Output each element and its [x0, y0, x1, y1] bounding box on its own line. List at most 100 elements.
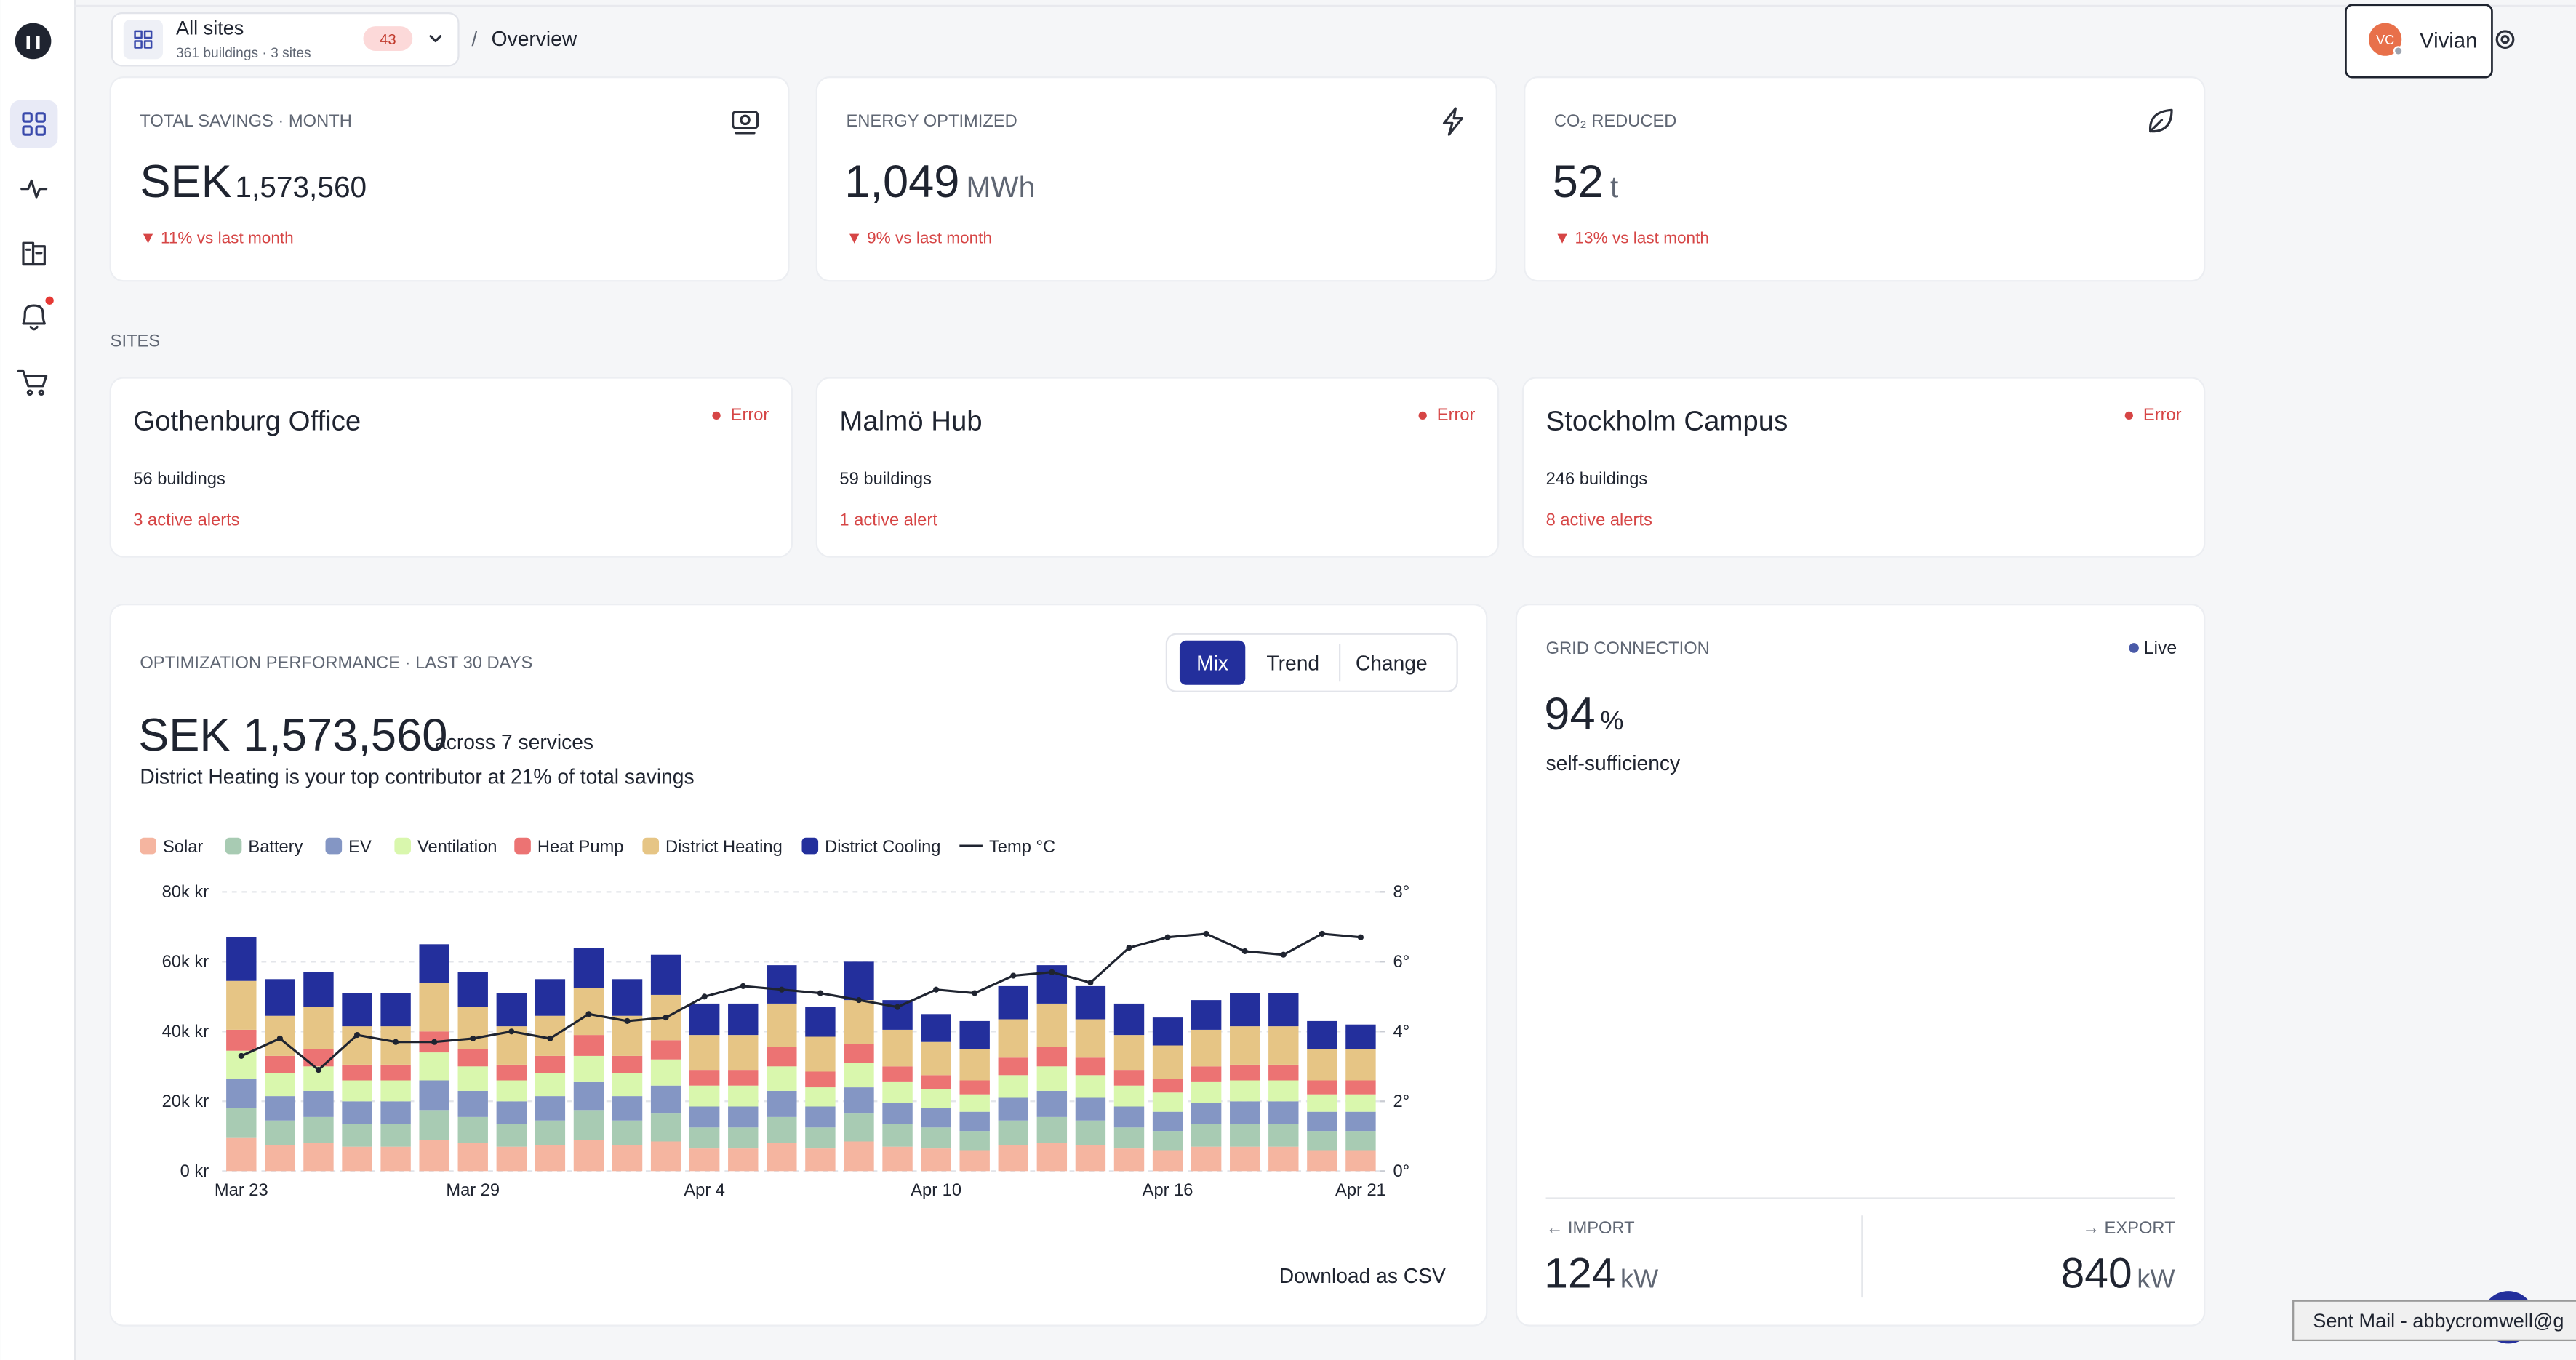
bar-segment — [767, 1143, 797, 1172]
bar-segment — [303, 1007, 334, 1049]
bolt-icon — [1442, 107, 1463, 136]
site-card-bg — [109, 377, 793, 558]
legend-swatch — [801, 837, 819, 855]
bar-segment — [1036, 1003, 1068, 1047]
bar-segment — [882, 1066, 913, 1082]
nav-activity[interactable] — [20, 179, 48, 199]
bar-segment — [496, 1080, 527, 1102]
bar-segment — [1036, 1116, 1068, 1143]
leaf-icon — [2149, 108, 2173, 133]
site-selector[interactable]: All sites 361 buildings · 3 sites 43 — [111, 12, 460, 67]
legend-label: Solar — [163, 838, 203, 857]
avatar-initials: VC — [2376, 33, 2394, 47]
bar-segment — [1230, 1026, 1260, 1065]
bar-segment — [650, 1113, 681, 1142]
user-menu[interactable]: VC Vivian — [2345, 4, 2493, 79]
bar-segment — [689, 1035, 720, 1071]
bar-segment — [805, 1106, 836, 1128]
kpi-unit: t — [1610, 170, 1618, 204]
site-status: Error — [1437, 406, 1476, 425]
bar-segment — [1191, 1103, 1222, 1124]
nav-dashboard[interactable] — [9, 100, 58, 148]
y-tick-label: 20k kr — [162, 1092, 209, 1111]
bar-segment — [303, 1049, 334, 1067]
bar-segment — [342, 1064, 372, 1081]
grid-caption: self-sufficiency — [1546, 751, 1681, 775]
download-link[interactable]: Download as CSV — [1279, 1264, 1446, 1287]
kpi-value: SEK 1,573,560 — [140, 156, 367, 207]
bar-segment — [457, 1090, 488, 1117]
selector-subtitle: 361 buildings · 3 sites — [176, 46, 311, 61]
settings[interactable] — [2495, 30, 2515, 49]
bar-segment — [998, 1075, 1028, 1098]
temp-point — [547, 1035, 553, 1041]
nav-cart[interactable] — [17, 369, 48, 396]
bar-segment — [457, 1066, 488, 1091]
bar-segment — [303, 1090, 334, 1117]
temp-point — [778, 986, 785, 993]
bar-segment — [998, 985, 1028, 1020]
selector-title: All sites — [176, 16, 244, 39]
nav-buildings[interactable] — [22, 241, 46, 266]
bar-segment — [419, 1052, 449, 1081]
kpi-card — [109, 76, 790, 282]
site-card[interactable]: Gothenburg Office Error 56 buildings 3 a… — [109, 377, 793, 558]
grid-card — [1515, 603, 2206, 1327]
temp-point — [894, 1004, 901, 1010]
bar-segment — [457, 1049, 488, 1067]
notification-dot — [45, 296, 54, 305]
bar-segment — [1191, 1124, 1222, 1147]
bar-segment — [728, 1085, 759, 1107]
nav-alerts[interactable] — [22, 296, 54, 331]
bar-segment — [612, 1073, 643, 1097]
grid-value: 94% — [1544, 689, 1623, 740]
selector-box — [111, 12, 460, 67]
kpi-number: 1,573,560 — [235, 170, 367, 204]
tab[interactable]: Trend — [1266, 651, 1319, 674]
x-tick-label: Apr 4 — [684, 1181, 725, 1200]
bar-segment — [921, 1148, 951, 1172]
legend-label: Battery — [248, 838, 303, 857]
bar-segment — [1268, 993, 1299, 1027]
bar-segment — [1036, 1066, 1068, 1091]
bar-segment — [612, 1055, 643, 1073]
bar-segment — [1307, 1080, 1337, 1095]
bar-segment — [767, 1047, 797, 1067]
site-buildings: 246 buildings — [1546, 470, 1648, 489]
bar-segment — [265, 1145, 295, 1172]
site-buildings: 59 buildings — [839, 470, 932, 489]
bar-segment — [767, 1090, 797, 1117]
breadcrumb: Overview — [492, 27, 577, 50]
bar-segment — [1191, 1000, 1222, 1030]
bar-segment — [265, 979, 295, 1016]
bar-segment — [380, 1064, 411, 1081]
bar-segment — [496, 1124, 527, 1147]
bar-segment — [535, 1073, 566, 1097]
bar-segment — [380, 1026, 411, 1065]
bar-segment — [1075, 1019, 1106, 1058]
bar-segment — [1268, 1101, 1299, 1124]
tab[interactable]: Change — [1356, 651, 1428, 674]
presence-dot — [2393, 46, 2404, 56]
site-card[interactable]: Stockholm Campus Error 246 buildings 8 a… — [1521, 377, 2206, 558]
bar-segment — [1075, 1057, 1106, 1076]
bar-segment — [767, 1003, 797, 1047]
bar-segment — [921, 1127, 951, 1149]
site-card[interactable]: Malmö Hub Error 59 buildings 1 active al… — [815, 377, 1500, 558]
bar-segment — [1307, 1111, 1337, 1132]
temp-point — [1357, 934, 1364, 940]
tab[interactable]: Mix — [1179, 640, 1246, 685]
bar-segment — [1268, 1080, 1299, 1102]
bar-segment — [1036, 1047, 1068, 1067]
y2-tick-label: 0° — [1393, 1162, 1410, 1181]
site-card-bg — [815, 377, 1500, 558]
toast[interactable] — [2292, 1300, 2576, 1342]
bar-segment — [1230, 1146, 1260, 1172]
bar-segment — [303, 1143, 334, 1172]
bar-segment — [1307, 1020, 1337, 1049]
bar-segment — [1307, 1150, 1337, 1172]
logo[interactable] — [15, 23, 52, 60]
bar-segment — [882, 1081, 913, 1103]
legend-swatch — [325, 837, 343, 855]
bar-segment — [805, 1007, 836, 1037]
